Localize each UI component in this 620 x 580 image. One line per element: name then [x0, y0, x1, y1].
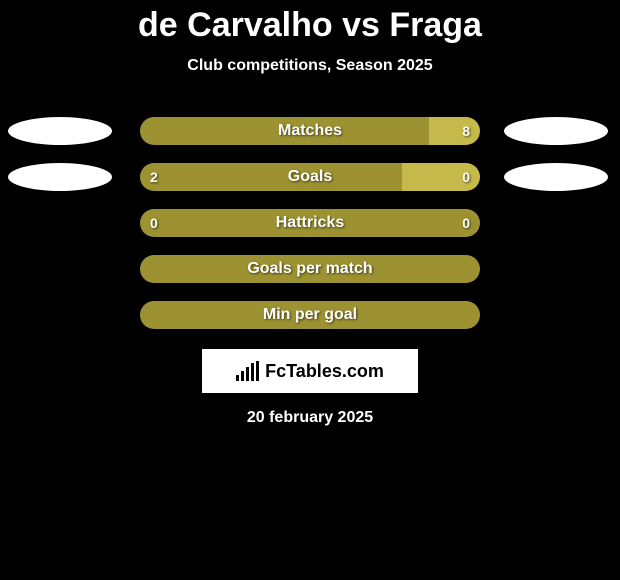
left-avatar-ellipse	[8, 117, 112, 145]
bar-track: Hattricks00	[140, 209, 480, 237]
bar-right-fill	[429, 117, 480, 145]
comparison-rows: Matches8Goals20Hattricks00Goals per matc…	[0, 117, 620, 329]
right-avatar-ellipse	[504, 117, 608, 145]
bar-right-value: 8	[462, 117, 470, 145]
bar-track: Min per goal	[140, 301, 480, 329]
bar-right-value: 0	[462, 209, 470, 237]
right-avatar-ellipse	[504, 163, 608, 191]
bar-left-fill	[140, 163, 402, 191]
comparison-row: Goals per match	[0, 255, 620, 283]
bar-right-value: 0	[462, 163, 470, 191]
bar-left-value: 2	[150, 163, 158, 191]
logo-box: FcTables.com	[202, 349, 418, 393]
comparison-row: Goals20	[0, 163, 620, 191]
page-title: de Carvalho vs Fraga	[0, 0, 620, 45]
bar-left-value: 0	[150, 209, 158, 237]
bar-left-fill	[140, 117, 429, 145]
page-subtitle: Club competitions, Season 2025	[0, 57, 620, 75]
bar-left-fill	[140, 209, 480, 237]
bar-track: Goals per match	[140, 255, 480, 283]
bar-left-fill	[140, 255, 480, 283]
bar-track: Goals20	[140, 163, 480, 191]
comparison-row: Hattricks00	[0, 209, 620, 237]
bar-track: Matches8	[140, 117, 480, 145]
comparison-row: Matches8	[0, 117, 620, 145]
logo-text: FcTables.com	[265, 361, 384, 382]
bar-left-fill	[140, 301, 480, 329]
logo-bars-icon	[236, 361, 259, 381]
comparison-row: Min per goal	[0, 301, 620, 329]
date-text: 20 february 2025	[0, 409, 620, 427]
left-avatar-ellipse	[8, 163, 112, 191]
